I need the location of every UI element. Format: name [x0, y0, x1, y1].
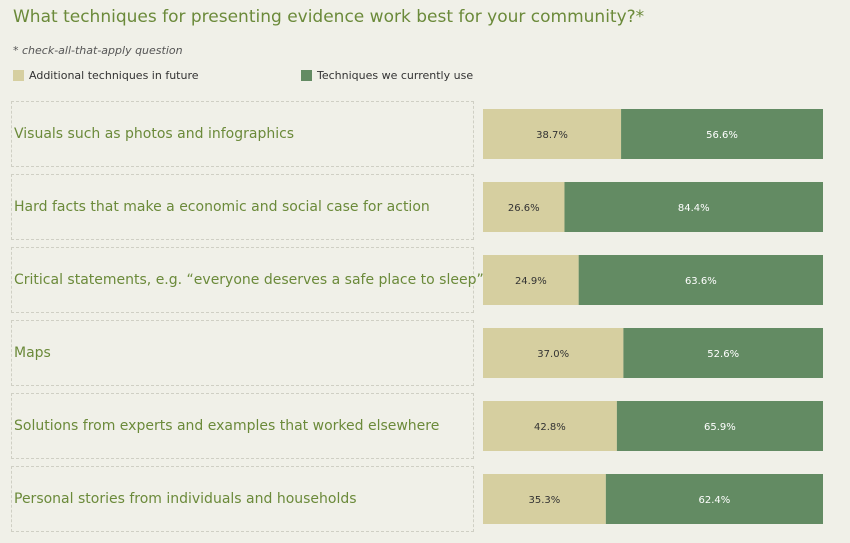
category-label-visuals: Visuals such as photos and infographics [11, 101, 474, 167]
legend-label-future: Additional techniques in future [29, 69, 199, 82]
bar-current-1 [564, 182, 823, 232]
legend-label-current: Techniques we currently use [317, 69, 474, 82]
chart-title: What techniques for presenting evidence … [13, 7, 645, 27]
bar-label-future-2: 24.9% [515, 276, 547, 287]
bar-label-future-5: 35.3% [529, 495, 561, 506]
legend-item-current: Techniques we currently use [301, 69, 473, 82]
category-label-hard-facts: Hard facts that make a economic and soci… [11, 174, 474, 240]
bar-label-future-3: 37.0% [537, 349, 569, 360]
bar-label-current-1: 84.4% [678, 203, 710, 214]
bar-future-1 [483, 182, 565, 232]
legend-swatch-current [301, 70, 312, 81]
bar-future-3 [483, 328, 624, 378]
bar-future-0 [483, 109, 622, 159]
category-label-personal-stories: Personal stories from individuals and ho… [11, 466, 474, 532]
bar-label-current-0: 56.6% [706, 130, 738, 141]
category-label-maps: Maps [11, 320, 474, 386]
bar-label-current-2: 63.6% [685, 276, 717, 287]
bar-current-4 [616, 401, 823, 451]
category-label-critical-statements: Critical statements, e.g. “everyone dese… [11, 247, 484, 313]
bar-current-3 [623, 328, 823, 378]
bar-label-future-0: 38.7% [536, 130, 568, 141]
bar-label-current-3: 52.6% [707, 349, 739, 360]
bar-future-5 [483, 474, 606, 524]
bar-current-5 [605, 474, 823, 524]
bar-label-current-5: 62.4% [699, 495, 731, 506]
category-label-solutions: Solutions from experts and examples that… [11, 393, 474, 459]
bar-current-2 [578, 255, 823, 305]
bar-label-current-4: 65.9% [704, 422, 736, 433]
bar-label-future-4: 42.8% [534, 422, 566, 433]
bar-label-future-1: 26.6% [508, 203, 540, 214]
legend-swatch-future [13, 70, 24, 81]
bar-future-4 [483, 401, 617, 451]
bar-current-0 [621, 109, 823, 159]
chart-note: * check-all-that-apply question [13, 44, 183, 57]
bar-future-2 [483, 255, 579, 305]
legend-item-future: Additional techniques in future [13, 69, 199, 82]
